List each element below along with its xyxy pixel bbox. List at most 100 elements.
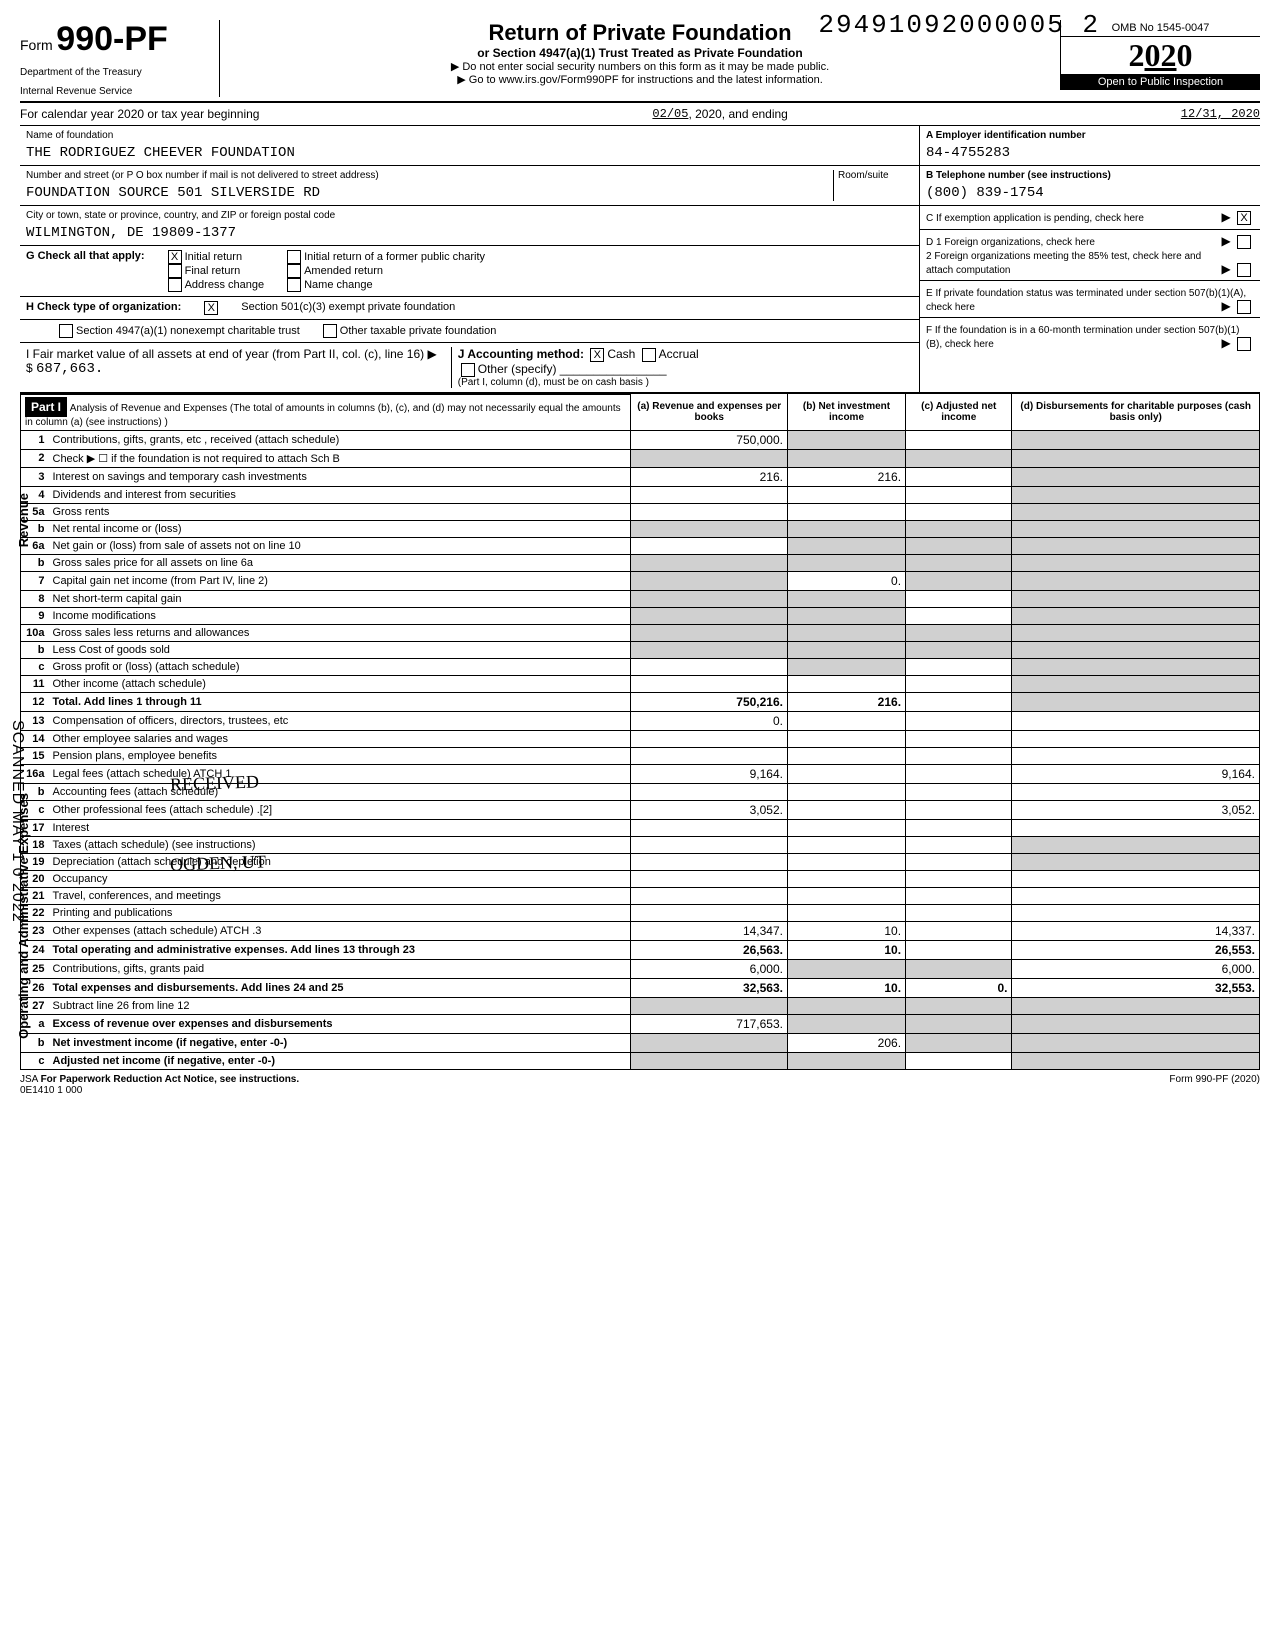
inspection-notice: Open to Public Inspection: [1061, 74, 1260, 90]
h-opt2: Section 4947(a)(1) nonexempt charitable …: [76, 325, 300, 337]
part1-title: Analysis of Revenue and Expenses (The to…: [25, 403, 621, 428]
checkbox-85-test[interactable]: [1237, 263, 1251, 277]
line-14-num: 14: [21, 730, 49, 747]
line-9-desc: Income modifications: [49, 607, 631, 624]
line-16c-d: 3,052.: [1012, 800, 1260, 819]
checkbox-cash[interactable]: X: [590, 348, 604, 362]
checkbox-60-month[interactable]: [1237, 337, 1251, 351]
line-27b-b: 206.: [787, 1033, 905, 1052]
phone-value: (800) 839-1754: [926, 185, 1254, 201]
line-6a-desc: Net gain or (loss) from sale of assets n…: [49, 537, 631, 554]
line-13-num: 13: [21, 711, 49, 730]
g-opt-former: Initial return of a former public charit…: [304, 251, 485, 263]
line-16b-desc: Accounting fees (attach schedule): [49, 783, 631, 800]
c-label: C If exemption application is pending, c…: [926, 213, 1144, 224]
g-opt-initial: Initial return: [185, 251, 242, 263]
checkbox-amended[interactable]: [287, 264, 301, 278]
line-10c-num: c: [21, 658, 49, 675]
a-label: A Employer identification number: [926, 130, 1254, 141]
line-27c-desc: Adjusted net income (if negative, enter …: [49, 1052, 631, 1069]
col-b-header: (b) Net investment income: [787, 394, 905, 431]
g-opt-final: Final return: [185, 265, 241, 277]
address-label: Number and street (or P O box number if …: [26, 170, 833, 181]
line-8-num: 8: [21, 590, 49, 607]
line-26-a: 32,563.: [631, 978, 788, 997]
line-4-desc: Dividends and interest from securities: [49, 486, 631, 503]
d2-label: 2 Foreign organizations meeting the 85% …: [926, 251, 1201, 276]
g-opt-amended: Amended return: [304, 265, 383, 277]
form-number: 990-PF: [56, 20, 168, 58]
checkbox-name-change[interactable]: [287, 278, 301, 292]
line-16a-a: 9,164.: [631, 764, 788, 783]
line-3-num: 3: [21, 467, 49, 486]
line-1-a: 750,000.: [631, 430, 788, 449]
line-5a-desc: Gross rents: [49, 503, 631, 520]
checkbox-status-terminated[interactable]: [1237, 300, 1251, 314]
foundation-name: THE RODRIGUEZ CHEEVER FOUNDATION: [26, 145, 913, 161]
checkbox-foreign-org[interactable]: [1237, 235, 1251, 249]
line-10c-desc: Gross profit or (loss) (attach schedule): [49, 658, 631, 675]
line-7-desc: Capital gain net income (from Part IV, l…: [49, 571, 631, 590]
line-17-desc: Interest: [49, 819, 631, 836]
line-23-b: 10.: [787, 921, 905, 940]
line-10a-desc: Gross sales less returns and allowances: [49, 624, 631, 641]
calendar-year-row: For calendar year 2020 or tax year begin…: [20, 103, 1260, 126]
revenue-side-label: Revenue: [16, 493, 31, 547]
checkbox-initial-return[interactable]: X: [168, 250, 182, 264]
f-label: F If the foundation is in a 60-month ter…: [926, 325, 1240, 350]
line-3-b: 216.: [787, 467, 905, 486]
j-note: (Part I, column (d), must be on cash bas…: [458, 377, 913, 388]
ogden-stamp: OGDEN, UT: [170, 851, 267, 875]
line-12-b: 216.: [787, 692, 905, 711]
foundation-city: WILMINGTON, DE 19809-1377: [26, 225, 913, 241]
e-label: E If private foundation status was termi…: [926, 288, 1246, 313]
city-label: City or town, state or province, country…: [26, 210, 913, 221]
line-18-desc: Taxes (attach schedule) (see instruction…: [49, 836, 631, 853]
g-opt-name: Name change: [304, 279, 373, 291]
line-25-a: 6,000.: [631, 959, 788, 978]
line-16a-desc: Legal fees (attach schedule) ATCH 1: [49, 764, 631, 783]
name-label: Name of foundation: [26, 130, 913, 141]
checkbox-exemption-pending[interactable]: X: [1237, 211, 1251, 225]
line-12-desc: Total. Add lines 1 through 11: [49, 692, 631, 711]
line-23-d: 14,337.: [1012, 921, 1260, 940]
h-label: H Check type of organization:: [26, 301, 181, 315]
checkbox-501c3[interactable]: X: [204, 301, 218, 315]
line-15-desc: Pension plans, employee benefits: [49, 747, 631, 764]
footer-paperwork: For Paperwork Reduction Act Notice, see …: [41, 1074, 300, 1085]
room-label: Room/suite: [838, 170, 913, 181]
line-21-desc: Travel, conferences, and meetings: [49, 887, 631, 904]
checkbox-accrual[interactable]: [642, 348, 656, 362]
line-16a-d: 9,164.: [1012, 764, 1260, 783]
line-27c-num: c: [21, 1052, 49, 1069]
line-12-a: 750,216.: [631, 692, 788, 711]
g-opt-address: Address change: [185, 279, 265, 291]
b-label: B Telephone number (see instructions): [926, 170, 1254, 181]
j-label: J Accounting method:: [458, 347, 584, 361]
line-25-d: 6,000.: [1012, 959, 1260, 978]
line-16c-a: 3,052.: [631, 800, 788, 819]
checkbox-other-taxable[interactable]: [323, 324, 337, 338]
line-5b-desc: Net rental income or (loss): [49, 520, 631, 537]
col-d-header: (d) Disbursements for charitable purpose…: [1012, 394, 1260, 431]
footer-jsa: JSA: [20, 1074, 38, 1085]
line-2-num: 2: [21, 449, 49, 467]
checkbox-final-return[interactable]: [168, 264, 182, 278]
line-27a-a: 717,653.: [631, 1014, 788, 1033]
checkbox-4947[interactable]: [59, 324, 73, 338]
section-g: G Check all that apply: XInitial return …: [20, 246, 919, 297]
form-prefix: Form: [20, 37, 53, 53]
line-27b-desc: Net investment income (if negative, ente…: [49, 1033, 631, 1052]
line-10a-num: 10a: [21, 624, 49, 641]
line-7-b: 0.: [787, 571, 905, 590]
document-control-number: 29491092000005 2: [818, 10, 1100, 40]
checkbox-other-method[interactable]: [461, 363, 475, 377]
line-15-num: 15: [21, 747, 49, 764]
fmv-value: 687,663.: [36, 361, 103, 377]
line-23-a: 14,347.: [631, 921, 788, 940]
line-27-desc: Subtract line 26 from line 12: [49, 997, 631, 1014]
line-6b-desc: Gross sales price for all assets on line…: [49, 554, 631, 571]
checkbox-former-charity[interactable]: [287, 250, 301, 264]
line-3-a: 216.: [631, 467, 788, 486]
checkbox-address-change[interactable]: [168, 278, 182, 292]
